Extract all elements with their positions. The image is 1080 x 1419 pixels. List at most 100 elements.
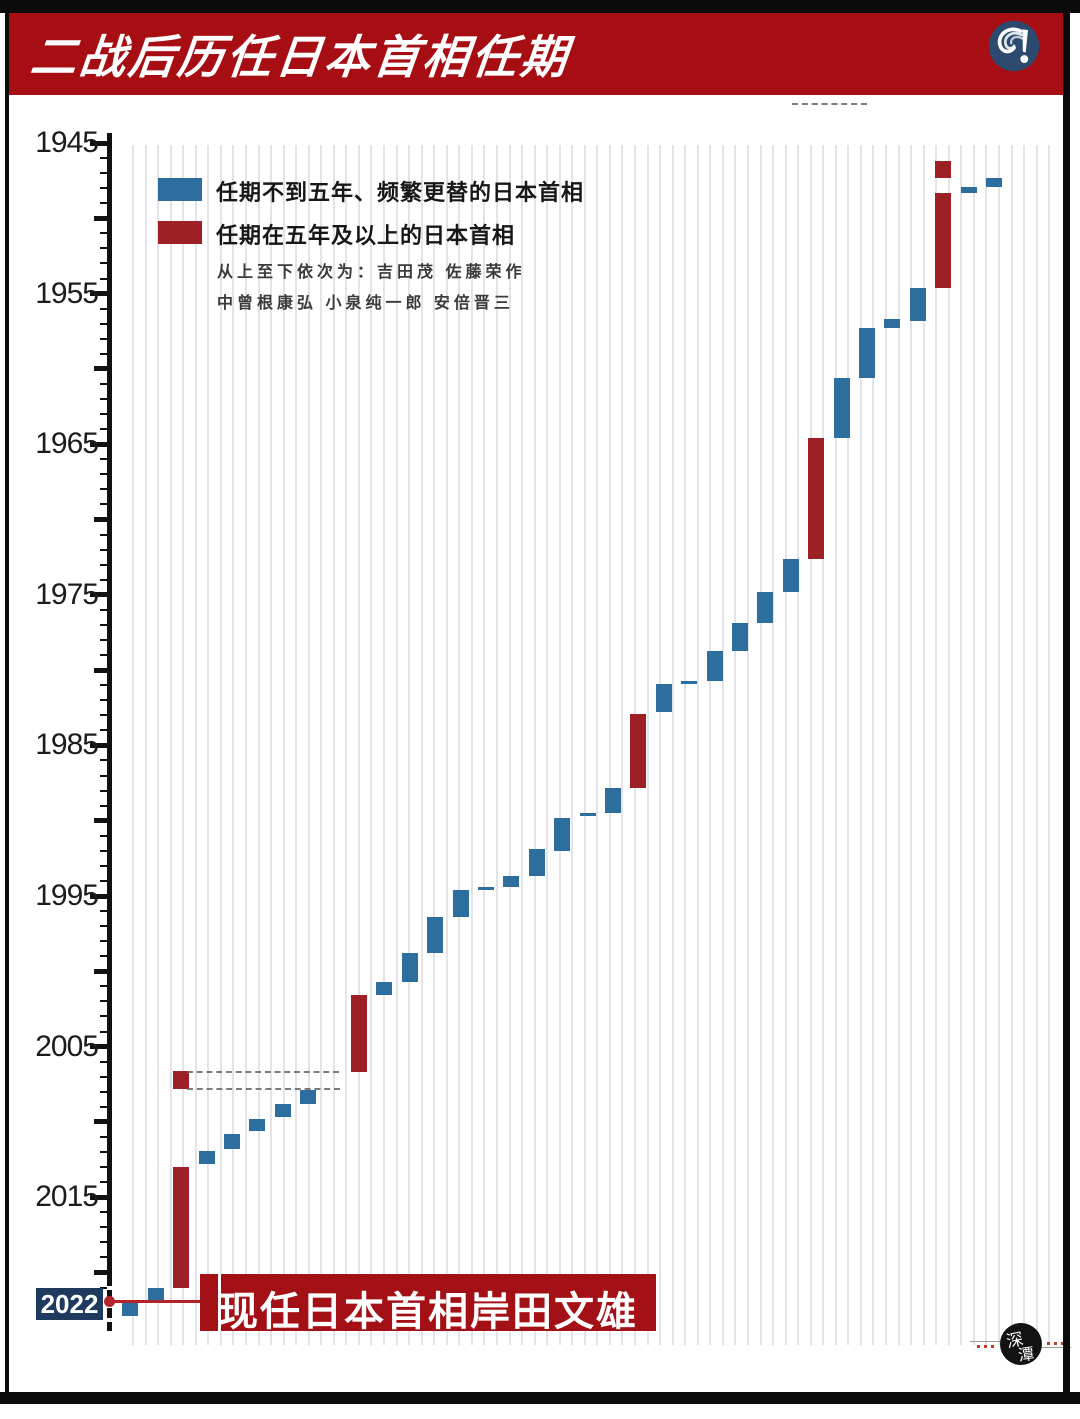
page-title: 二战后历任日本首相任期: [27, 31, 573, 83]
grid-line: [270, 145, 273, 1345]
axis-tick-label: 1985: [35, 728, 99, 762]
axis-tick: [100, 940, 107, 943]
grid-line: [985, 145, 988, 1345]
current-pm-label: 现任日本首相岸田文雄: [218, 1290, 638, 1334]
axis-tick: [100, 202, 107, 205]
grid-line: [232, 145, 235, 1345]
grid-line: [696, 145, 699, 1345]
y-axis-dash: [107, 1308, 112, 1318]
pm-term-bar: [300, 1090, 317, 1104]
grid-line: [207, 145, 210, 1345]
axis-tick: [100, 503, 107, 506]
axis-tick: [100, 1286, 107, 1289]
axis-tick-label: 2015: [35, 1180, 99, 1214]
axis-tick-label: 1955: [35, 276, 99, 310]
grid-line: [332, 145, 335, 1345]
axis-tick: [94, 1119, 107, 1125]
grid-line: [157, 145, 160, 1345]
axis-tick: [100, 1135, 107, 1138]
axis-tick: [94, 215, 107, 221]
grid-line: [772, 145, 775, 1345]
pm-term-bar: [173, 1167, 190, 1288]
pm-term-bar: [198, 1150, 215, 1165]
axis-tick-label: 1995: [35, 879, 99, 912]
grid-line: [357, 145, 360, 1345]
frame-top-border: [0, 0, 1080, 13]
pm-term-bar: [452, 889, 469, 918]
grid-line: [307, 145, 310, 1345]
watermark-dot: [1054, 1342, 1057, 1345]
grid-line: [709, 145, 712, 1345]
grid-line: [1035, 145, 1038, 1345]
grid-line: [847, 145, 850, 1345]
legend-label-long-term: 任期在五年及以上的日本首相: [216, 223, 516, 248]
axis-tick: [100, 1060, 107, 1063]
grid-line: [132, 145, 134, 1345]
pm-term-bar: [274, 1103, 291, 1118]
watermark-dot: [1061, 1342, 1064, 1345]
grid-line: [583, 145, 586, 1345]
axis-tick: [90, 592, 107, 598]
axis-tick: [100, 1030, 107, 1033]
pm-term-bar: [732, 623, 748, 651]
grid-line: [596, 145, 599, 1345]
grid-line: [546, 145, 549, 1345]
axis-tick: [100, 458, 107, 461]
pm-term-bar: [224, 1133, 240, 1149]
pm-term-bar: [376, 981, 393, 996]
axis-tick: [100, 187, 107, 190]
axis-tick: [100, 352, 107, 355]
axis-tick: [100, 684, 107, 687]
pm-term-bar: [147, 1287, 164, 1300]
axis-tick: [100, 864, 107, 867]
axis-tick: [100, 277, 107, 280]
axis-tick: [100, 1090, 107, 1093]
grid-line: [571, 145, 574, 1345]
axis-tick: [100, 925, 107, 928]
grid-line: [621, 145, 624, 1345]
grid-line: [370, 145, 373, 1345]
axis-tick: [90, 441, 107, 447]
grid-line: [483, 145, 486, 1345]
axis-tick: [100, 1241, 107, 1244]
grid-line: [383, 145, 385, 1345]
axis-tick: [100, 774, 107, 777]
axis-tick-label: 1965: [35, 427, 99, 461]
axis-tick: [100, 638, 107, 641]
grid-line: [521, 145, 524, 1345]
axis-tick: [100, 1000, 107, 1003]
axis-tick: [100, 548, 107, 551]
grid-line: [508, 145, 511, 1345]
grid-line: [922, 145, 925, 1345]
grid-line: [194, 145, 197, 1345]
axis-tick: [100, 262, 107, 265]
axis-tick: [94, 517, 107, 522]
axis-tick: [94, 968, 107, 974]
axis-tick: [94, 818, 107, 824]
frame-left-border: [5, 0, 9, 1402]
grid-line: [458, 145, 461, 1345]
pm-term-bar: [401, 953, 418, 982]
grid-line: [144, 145, 147, 1345]
axis-tick: [100, 382, 107, 385]
current-pm-connector-line: [110, 1300, 202, 1303]
legend-swatch-short-term: [158, 178, 202, 201]
frame-right-border: [1063, 0, 1070, 1402]
pm-term-bar: [503, 876, 520, 887]
grid-line: [910, 145, 913, 1345]
pm-term-bar: [986, 177, 1002, 187]
axis-tick: [100, 322, 107, 325]
grid-line: [282, 145, 285, 1345]
axis-tick-label: 2005: [35, 1029, 99, 1063]
axis-tick: [100, 337, 107, 340]
grid-line: [746, 145, 749, 1345]
axis-tick: [94, 366, 107, 372]
grid-line: [433, 145, 436, 1345]
grid-line: [408, 145, 411, 1345]
axis-tick: [90, 140, 107, 146]
axis-tick: [100, 578, 107, 581]
grid-line: [684, 145, 687, 1345]
watermark-char2: 潭: [1017, 1345, 1036, 1366]
pm-term-bar: [427, 917, 444, 954]
grid-line: [533, 145, 536, 1345]
